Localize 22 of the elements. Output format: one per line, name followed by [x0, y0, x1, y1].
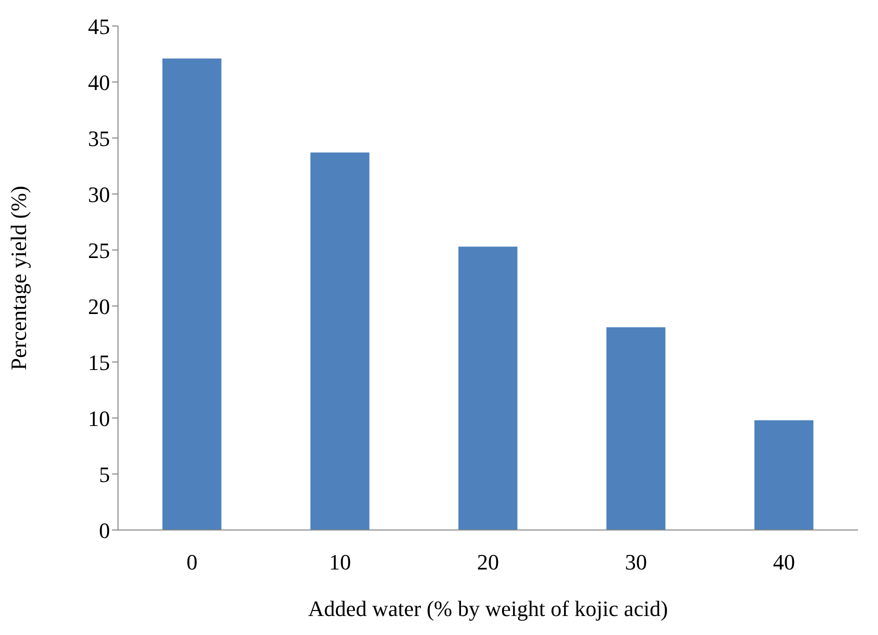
x-tick-label: 40	[773, 550, 795, 575]
y-tick-label: 30	[88, 182, 110, 207]
y-tick-label: 45	[88, 14, 110, 39]
x-axis-title: Added water (% by weight of kojic acid)	[308, 596, 668, 621]
x-tick-label: 20	[477, 550, 499, 575]
bar	[310, 152, 370, 530]
y-tick-label: 35	[88, 126, 110, 151]
bar	[754, 420, 814, 530]
y-tick-label: 5	[99, 462, 110, 487]
x-tick-label: 0	[186, 550, 198, 575]
y-tick-label: 15	[88, 350, 110, 375]
bar	[606, 327, 666, 530]
bar	[458, 246, 518, 530]
y-tick-label: 25	[88, 238, 110, 263]
y-tick-label: 20	[88, 294, 110, 319]
bar	[162, 58, 222, 530]
y-tick-label: 10	[88, 406, 110, 431]
x-tick-label: 10	[329, 550, 351, 575]
y-axis-title: Percentage yield (%)	[6, 186, 31, 370]
x-tick-label: 30	[625, 550, 647, 575]
y-tick-label: 40	[88, 70, 110, 95]
y-tick-label: 0	[99, 518, 110, 543]
